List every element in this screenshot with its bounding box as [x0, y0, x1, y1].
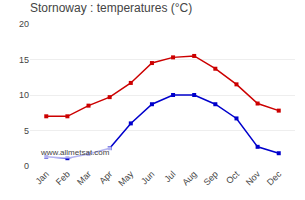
svg-text:20: 20 — [19, 19, 29, 29]
svg-text:Aug: Aug — [180, 169, 198, 187]
svg-text:May: May — [116, 169, 135, 188]
svg-text:10: 10 — [19, 90, 29, 100]
svg-text:Jul: Jul — [162, 169, 177, 184]
svg-text:www.allmetsat.com: www.allmetsat.com — [40, 148, 110, 157]
svg-text:Nov: Nov — [244, 169, 263, 188]
svg-text:Sep: Sep — [202, 169, 220, 187]
svg-text:15: 15 — [19, 55, 29, 65]
svg-text:Mar: Mar — [75, 169, 93, 187]
svg-text:Jan: Jan — [34, 169, 51, 186]
svg-text:Dec: Dec — [265, 169, 284, 188]
svg-text:Oct: Oct — [224, 169, 241, 186]
svg-text:Feb: Feb — [54, 169, 72, 187]
svg-text:0: 0 — [24, 161, 29, 171]
svg-text:Apr: Apr — [97, 169, 114, 186]
svg-text:Jun: Jun — [139, 169, 156, 186]
svg-text:5: 5 — [24, 126, 29, 136]
svg-text:Stornoway : temperatures (°C): Stornoway : temperatures (°C) — [30, 1, 192, 15]
